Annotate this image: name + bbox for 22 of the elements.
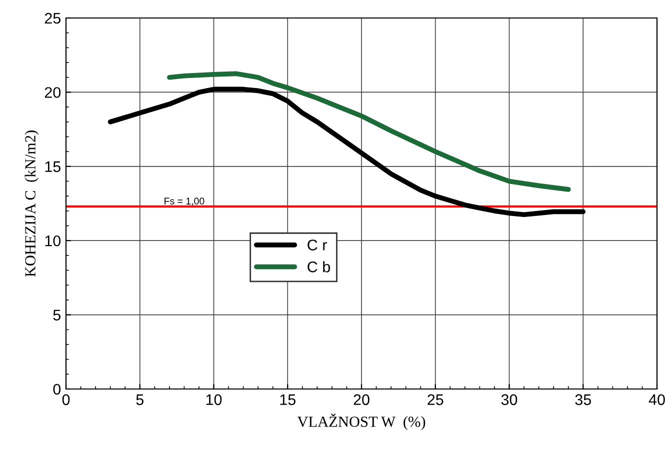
y-axis-title: KOHEZIJA C (kN/m2) <box>24 130 39 277</box>
y-tick-label: 20 <box>44 87 61 98</box>
x-tick-label: 20 <box>354 394 370 406</box>
legend-label: C r <box>308 240 327 250</box>
x-tick-label: 5 <box>136 394 144 406</box>
y-tick-label: 10 <box>45 235 61 246</box>
y-tick-label: 15 <box>45 161 60 172</box>
y-tick-label: 0 <box>53 384 61 395</box>
line-series <box>108 86 586 218</box>
x-tick-label: 40 <box>648 394 665 406</box>
legend-label: C b <box>308 261 330 272</box>
x-tick-label: 25 <box>428 394 444 406</box>
x-tick-label: 30 <box>501 394 518 406</box>
y-tick-label: 5 <box>53 310 60 320</box>
annotation: Fs = 1,00 <box>164 198 204 206</box>
line-series <box>166 71 571 192</box>
y-tick-label: 25 <box>44 12 60 24</box>
x-tick-label: 35 <box>575 394 591 406</box>
x-axis-title: VLAŽNOST W (%) <box>297 414 426 430</box>
x-tick-label: 15 <box>280 394 296 406</box>
x-tick-label: 0 <box>62 394 70 406</box>
x-tick-label: 10 <box>206 394 222 406</box>
